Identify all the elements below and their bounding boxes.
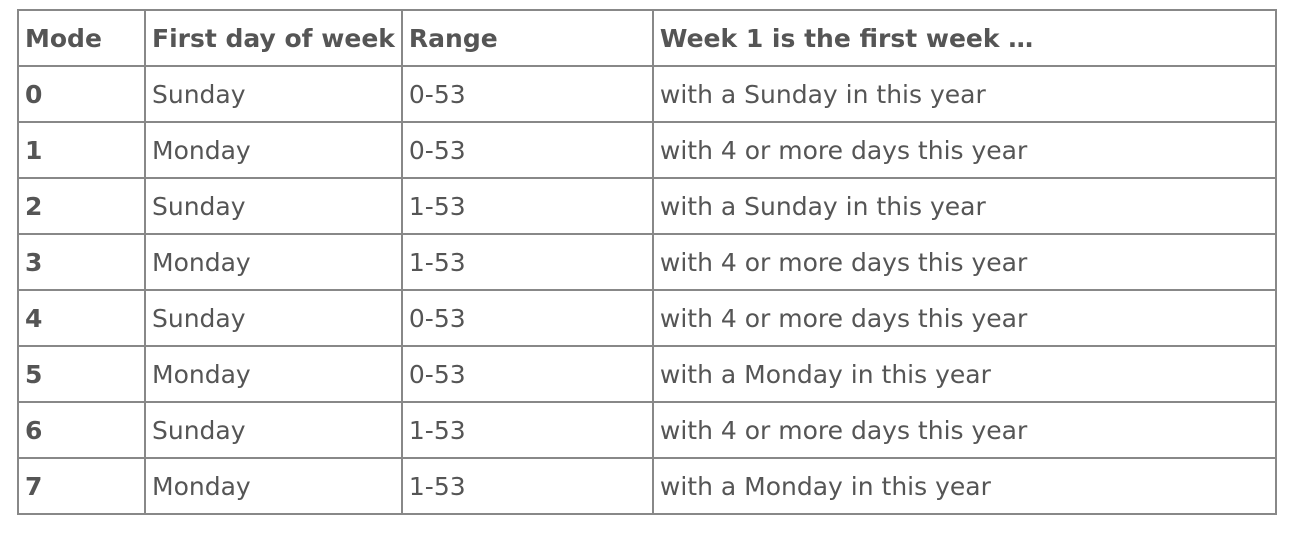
cell-first-day: Monday: [144, 345, 403, 403]
table-row: 5 Monday 0-53 with a Monday in this year: [17, 345, 1278, 403]
cell-first-day: Monday: [144, 121, 403, 179]
table-row: 3 Monday 1-53 with 4 or more days this year: [17, 233, 1278, 291]
cell-range: 1-53: [400, 233, 654, 291]
header-mode: Mode: [17, 9, 146, 67]
cell-week1: with a Sunday in this year: [651, 65, 1278, 123]
cell-mode: 0: [17, 65, 146, 123]
table-row: 2 Sunday 1-53 with a Sunday in this year: [17, 177, 1278, 235]
cell-week1: with 4 or more days this year: [651, 289, 1278, 347]
cell-first-day: Sunday: [144, 401, 403, 459]
table-row: 1 Monday 0-53 with 4 or more days this year: [17, 121, 1278, 179]
header-first-day: First day of week: [144, 9, 403, 67]
cell-first-day: Monday: [144, 457, 403, 515]
table-row: 7 Monday 1-53 with a Monday in this year: [17, 457, 1278, 515]
cell-week1: with a Monday in this year: [651, 457, 1278, 515]
cell-range: 1-53: [400, 457, 654, 515]
cell-range: 1-53: [400, 177, 654, 235]
cell-range: 0-53: [400, 65, 654, 123]
cell-first-day: Monday: [144, 233, 403, 291]
cell-range: 1-53: [400, 401, 654, 459]
cell-mode: 2: [17, 177, 146, 235]
cell-first-day: Sunday: [144, 65, 403, 123]
table-row: 4 Sunday 0-53 with 4 or more days this year: [17, 289, 1278, 347]
cell-week1: with 4 or more days this year: [651, 401, 1278, 459]
cell-mode: 1: [17, 121, 146, 179]
cell-mode: 5: [17, 345, 146, 403]
cell-week1: with a Monday in this year: [651, 345, 1278, 403]
header-range: Range: [400, 9, 654, 67]
cell-range: 0-53: [400, 345, 654, 403]
cell-first-day: Sunday: [144, 289, 403, 347]
cell-first-day: Sunday: [144, 177, 403, 235]
cell-week1: with a Sunday in this year: [651, 177, 1278, 235]
cell-week1: with 4 or more days this year: [651, 233, 1278, 291]
cell-mode: 4: [17, 289, 146, 347]
cell-mode: 7: [17, 457, 146, 515]
cell-mode: 3: [17, 233, 146, 291]
cell-mode: 6: [17, 401, 146, 459]
table-row: 6 Sunday 1-53 with 4 or more days this year: [17, 401, 1278, 459]
table-row: 0 Sunday 0-53 with a Sunday in this year: [17, 65, 1278, 123]
cell-week1: with 4 or more days this year: [651, 121, 1278, 179]
cell-range: 0-53: [400, 289, 654, 347]
cell-range: 0-53: [400, 121, 654, 179]
header-week1: Week 1 is the first week …: [651, 9, 1278, 67]
header-row: Mode First day of week Range Week 1 is t…: [17, 9, 1278, 67]
week-mode-table: Mode First day of week Range Week 1 is t…: [17, 9, 1278, 515]
